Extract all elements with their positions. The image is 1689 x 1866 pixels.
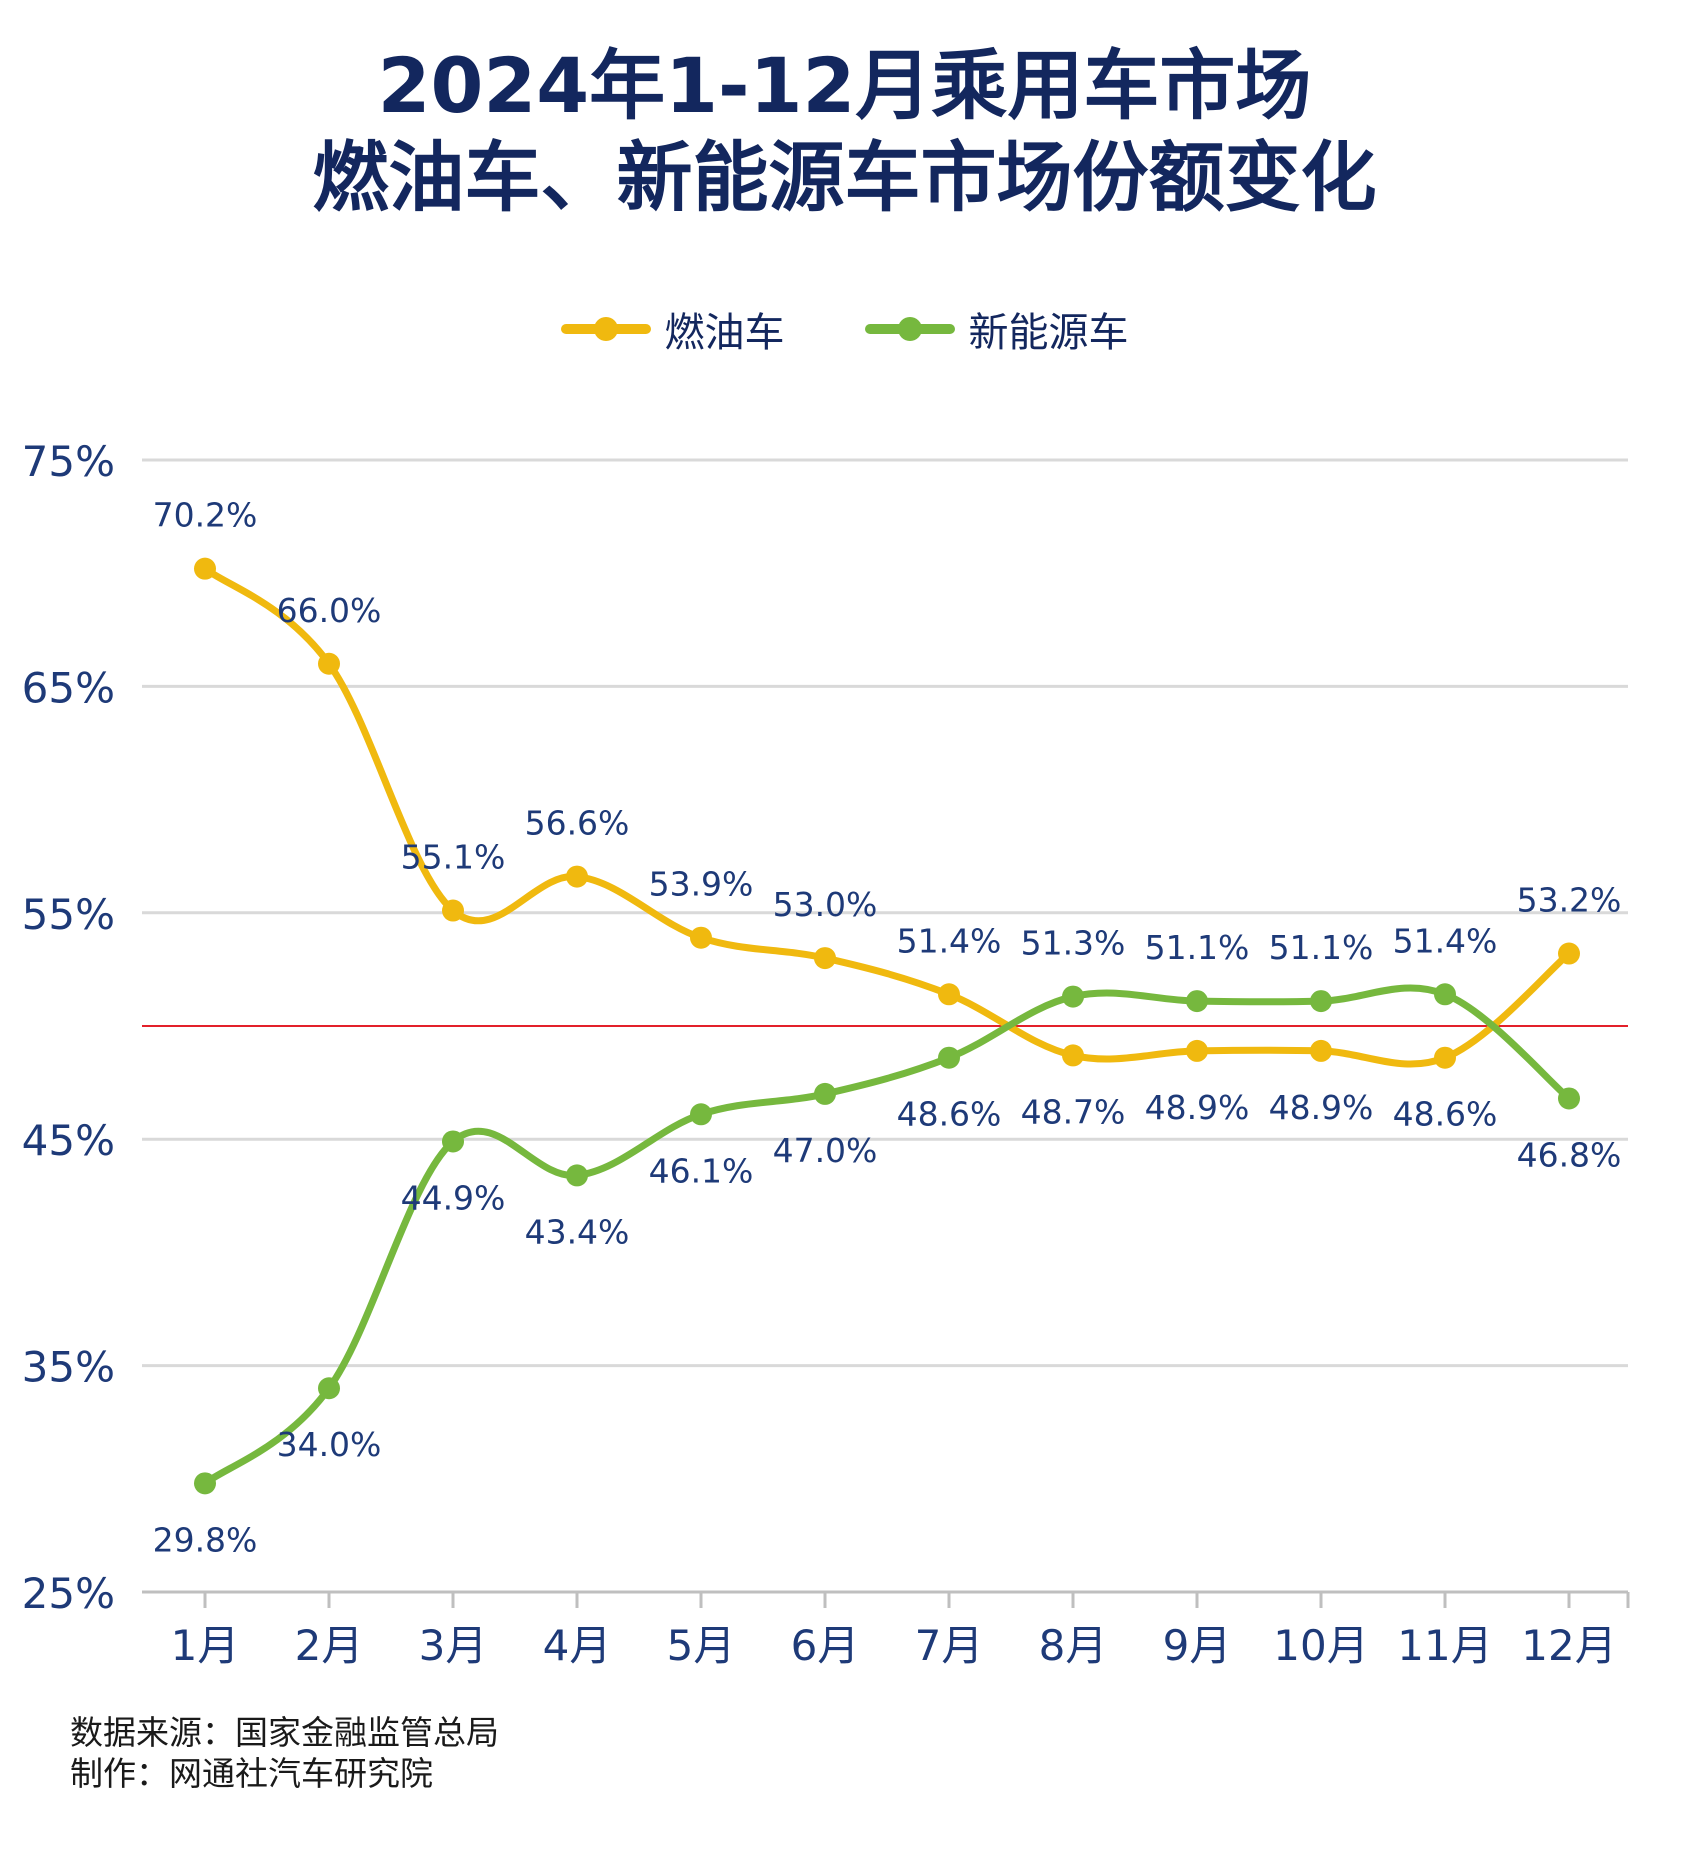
data-label-nev: 43.4% [525, 1212, 630, 1251]
author-note: 制作：网通社汽车研究院 [70, 1754, 433, 1793]
data-point-fuel [1310, 1039, 1332, 1062]
data-label-fuel: 70.2% [153, 496, 258, 535]
data-point-nev [1186, 990, 1208, 1013]
data-label-nev: 29.8% [153, 1520, 258, 1559]
title-line-2: 燃油车、新能源车市场份额变化 [312, 133, 1377, 222]
y-tick-label: 25% [22, 1569, 115, 1618]
x-tick-label: 5月 [667, 1621, 736, 1670]
series-line-fuel [201, 565, 1573, 1068]
data-label-nev: 47.0% [773, 1131, 878, 1170]
data-point-fuel [814, 947, 836, 970]
x-tick-label: 7月 [915, 1621, 984, 1670]
y-tick-label: 55% [22, 890, 115, 939]
legend-swatch-nev [864, 317, 955, 341]
x-tick-label: 9月 [1163, 1621, 1232, 1670]
line-chart: 25% 35% 45% 55% 65% 75% 1月 2月 3月 4月 5月 6月 7月 8月 9月 10月 1… [22, 437, 1630, 1670]
data-label-nev: 51.3% [1021, 924, 1126, 963]
data-point-fuel [1558, 942, 1580, 965]
y-tick-label: 35% [22, 1343, 115, 1392]
data-label-fuel: 48.6% [1393, 1095, 1498, 1134]
y-tick-label: 45% [22, 1116, 115, 1165]
data-label-nev: 44.9% [401, 1178, 506, 1217]
data-point-nev [1062, 985, 1084, 1008]
x-tick-label: 11月 [1397, 1621, 1492, 1670]
x-tick-label: 8月 [1039, 1621, 1108, 1670]
x-tick-label: 2月 [295, 1621, 364, 1670]
data-label-nev: 34.0% [277, 1425, 382, 1464]
data-point-nev [1310, 990, 1332, 1013]
data-point-nev [938, 1046, 960, 1069]
data-label-fuel: 66.0% [277, 591, 382, 630]
series-line-nev [201, 984, 1573, 1487]
data-point-nev [690, 1103, 712, 1126]
title-line-1: 2024年1-12月乘用车市场 [377, 41, 1312, 130]
data-label-fuel: 48.7% [1021, 1092, 1126, 1131]
data-point-fuel [442, 899, 464, 922]
legend: 燃油车 新能源车 [0, 300, 1689, 358]
data-label-fuel: 55.1% [401, 838, 506, 877]
data-point-nev [194, 1472, 216, 1495]
source-note: 数据来源：国家金融监管总局 [70, 1713, 499, 1752]
y-tick-label: 75% [22, 437, 115, 486]
data-point-fuel [1062, 1044, 1084, 1067]
data-label-nev: 51.4% [1393, 921, 1498, 960]
footer: 数据来源：国家金融监管总局 制作：网通社汽车研究院 [70, 1712, 499, 1794]
y-tick-label: 65% [22, 663, 115, 712]
data-label-fuel: 48.9% [1269, 1088, 1374, 1127]
data-label-fuel: 51.4% [897, 921, 1002, 960]
data-label-nev: 46.8% [1517, 1135, 1622, 1174]
data-label-fuel: 53.0% [773, 885, 878, 924]
data-point-fuel [566, 865, 588, 888]
data-point-fuel [318, 652, 340, 675]
data-label-nev: 46.1% [649, 1151, 754, 1190]
x-tick-label: 1月 [171, 1621, 240, 1670]
legend-label-nev: 新能源车 [968, 310, 1129, 356]
data-point-nev [318, 1377, 340, 1400]
data-label-fuel: 48.9% [1145, 1088, 1250, 1127]
data-point-nev [1558, 1087, 1580, 1110]
data-point-fuel [1434, 1046, 1456, 1069]
legend-item-fuel: 燃油车 [560, 300, 785, 358]
data-point-fuel [690, 926, 712, 949]
data-point-fuel [938, 983, 960, 1006]
data-label-nev: 51.1% [1269, 928, 1374, 967]
x-tick-label: 4月 [543, 1621, 612, 1670]
data-label-nev: 48.6% [897, 1095, 1002, 1134]
data-point-nev [442, 1130, 464, 1153]
data-label-fuel: 56.6% [525, 804, 630, 843]
x-tick-label: 3月 [419, 1621, 488, 1670]
x-tick-label: 6月 [791, 1621, 860, 1670]
data-point-fuel [1186, 1039, 1208, 1062]
chart-title: 2024年1-12月乘用车市场 燃油车、新能源车市场份额变化 [0, 40, 1689, 224]
data-point-nev [814, 1082, 836, 1105]
data-label-nev: 51.1% [1145, 928, 1250, 967]
legend-label-fuel: 燃油车 [664, 310, 785, 356]
data-point-fuel [194, 557, 216, 580]
legend-swatch-fuel [560, 317, 651, 341]
x-tick-label: 10月 [1273, 1621, 1368, 1670]
legend-item-nev: 新能源车 [864, 300, 1129, 358]
data-label-fuel: 53.9% [649, 865, 754, 904]
x-tick-label: 12月 [1521, 1621, 1616, 1670]
data-label-fuel: 53.2% [1517, 881, 1622, 920]
data-point-nev [1434, 983, 1456, 1006]
data-point-nev [566, 1164, 588, 1187]
